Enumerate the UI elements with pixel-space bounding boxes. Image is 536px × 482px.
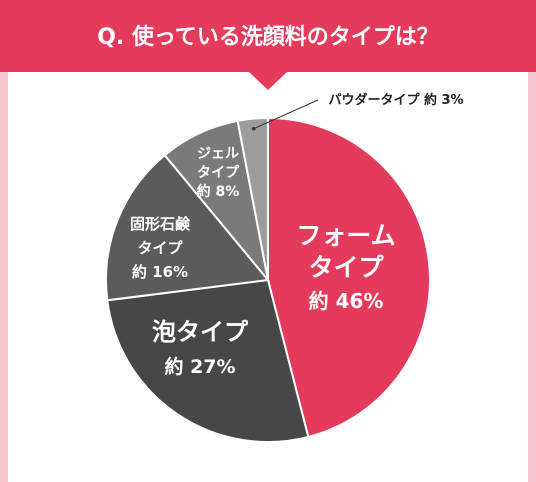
slice-label-foam: フォーム [296,221,395,250]
header-banner [0,0,536,72]
slice-label-gel: タイプ [197,165,240,181]
slice-label-koke: タイプ [137,239,183,257]
slice-value-awa: 約 27% [164,355,235,378]
callout-line [253,99,319,130]
pie-slice-koke [105,153,270,302]
chart-title: Q. 使っている洗顔料のタイプは？ [97,24,439,50]
pie-slice-powder [236,116,269,281]
slice-label-powder: パウダータイプ 約 3% [328,92,463,108]
slice-value-gel: 約 8% [197,183,240,200]
slice-label-foam: タイプ [308,253,384,282]
slice-value-foam: 約 46% [309,289,384,313]
pie-slice-awa [106,278,310,443]
slice-label-awa: 泡タイプ [152,318,249,346]
header-pointer [248,71,288,90]
slice-label-koke: 固形石鹸 [130,215,191,233]
slice-label-gel: ジェル [197,146,239,162]
pie-slice-foam [267,116,431,439]
slice-value-koke: 約 16% [132,263,188,281]
pie-slices [105,116,431,443]
